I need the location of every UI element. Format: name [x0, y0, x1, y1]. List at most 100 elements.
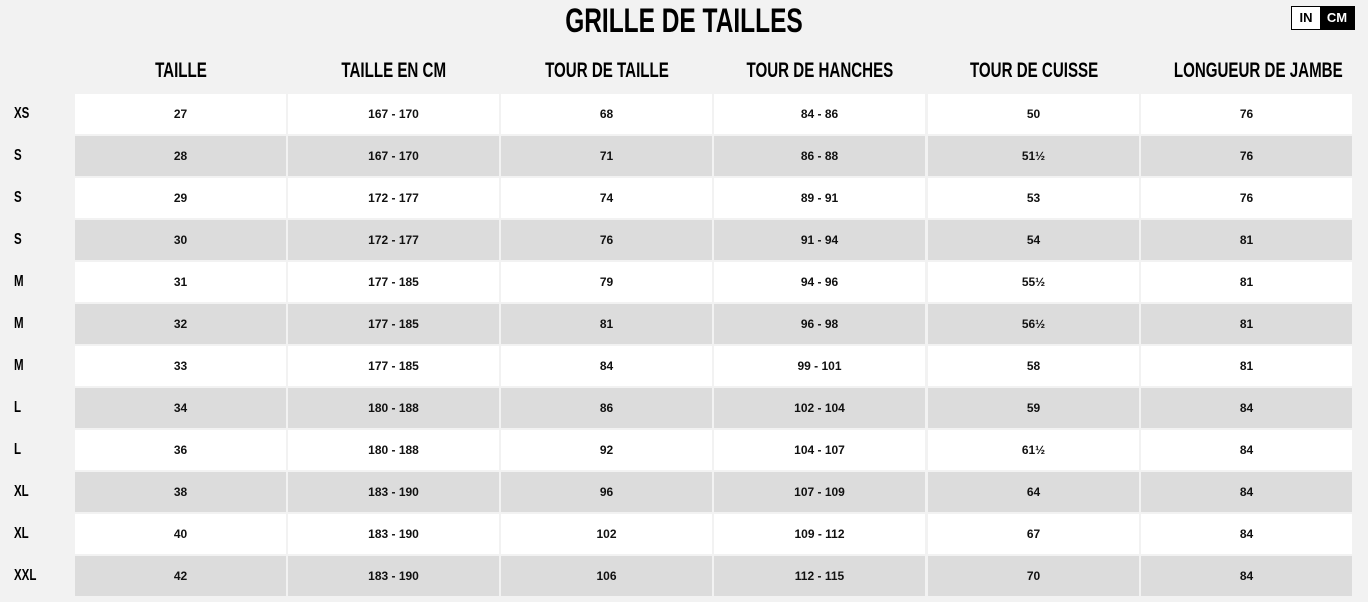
table-cell: 92	[501, 430, 712, 470]
table-cell: 84	[1141, 472, 1352, 512]
row-size-label: S	[14, 220, 25, 260]
table-cell: 84	[1141, 556, 1352, 596]
table-cell: 58	[928, 346, 1139, 386]
row-size-label: XXL	[14, 556, 45, 596]
table-cell: 54	[928, 220, 1139, 260]
row-size-label: S	[14, 178, 25, 218]
table-cell: 29	[75, 178, 286, 218]
row-size-label: M	[14, 304, 27, 344]
table-cell: 33	[75, 346, 286, 386]
table-cell: 177 - 185	[288, 346, 499, 386]
table-cell: 84	[1141, 430, 1352, 470]
table-cell: 183 - 190	[288, 556, 499, 596]
table-cell: 34	[75, 388, 286, 428]
page-title: GRILLE DE TAILLES	[565, 2, 803, 40]
column-header-label: TAILLE EN CM	[341, 59, 447, 82]
table-cell: 61½	[928, 430, 1139, 470]
column-header: TOUR DE HANCHES	[714, 56, 926, 86]
table-cell: 76	[1141, 178, 1352, 218]
column-header: TAILLE EN CM	[288, 56, 500, 86]
table-cell: 38	[75, 472, 286, 512]
table-cell: 177 - 185	[288, 304, 499, 344]
size-label-text: XXL	[14, 567, 37, 584]
table-cell: 183 - 190	[288, 514, 499, 554]
table-cell: 96	[501, 472, 712, 512]
table-cell: 81	[1141, 220, 1352, 260]
unit-in-button[interactable]: IN	[1292, 7, 1320, 29]
table-cell: 167 - 170	[288, 94, 499, 134]
table-cell: 81	[1141, 262, 1352, 302]
table-cell: 172 - 177	[288, 220, 499, 260]
size-label-text: M	[14, 315, 24, 332]
row-size-label: XL	[14, 514, 34, 554]
column-header-label: TOUR DE CUISSE	[969, 59, 1099, 82]
table-cell: 28	[75, 136, 286, 176]
table-cell: 76	[1141, 94, 1352, 134]
size-label-text: M	[14, 273, 24, 290]
table-cell: 84	[501, 346, 712, 386]
table-cell: 86	[501, 388, 712, 428]
table-cell: 67	[928, 514, 1139, 554]
column-header: TOUR DE TAILLE	[501, 56, 713, 86]
column-header-label: TOUR DE TAILLE	[545, 59, 669, 82]
table-cell: 86 - 88	[714, 136, 925, 176]
table-cell: 51½	[928, 136, 1139, 176]
table-cell: 84 - 86	[714, 94, 925, 134]
size-label-text: S	[14, 147, 22, 164]
row-size-label: XS	[14, 94, 35, 134]
table-cell: 36	[75, 430, 286, 470]
size-label-text: L	[14, 441, 22, 458]
table-cell: 71	[501, 136, 712, 176]
column-header-label: TAILLE	[155, 59, 207, 82]
table-cell: 76	[501, 220, 712, 260]
table-cell: 79	[501, 262, 712, 302]
size-label-text: XS	[14, 105, 30, 122]
table-cell: 177 - 185	[288, 262, 499, 302]
size-label-text: XL	[14, 525, 29, 542]
table-cell: 96 - 98	[714, 304, 925, 344]
row-size-label: M	[14, 346, 27, 386]
column-header: TOUR DE CUISSE	[928, 56, 1140, 86]
table-cell: 112 - 115	[714, 556, 925, 596]
table-cell: 59	[928, 388, 1139, 428]
table-cell: 104 - 107	[714, 430, 925, 470]
column-header-label: TOUR DE HANCHES	[746, 59, 894, 82]
table-cell: 76	[1141, 136, 1352, 176]
table-cell: 70	[928, 556, 1139, 596]
row-size-label: S	[14, 136, 25, 176]
table-cell: 68	[501, 94, 712, 134]
column-header: LONGUEUR DE JAMBE	[1141, 56, 1353, 86]
table-cell: 50	[928, 94, 1139, 134]
table-cell: 102 - 104	[714, 388, 925, 428]
row-size-label: XL	[14, 472, 34, 512]
table-cell: 74	[501, 178, 712, 218]
table-cell: 167 - 170	[288, 136, 499, 176]
table-cell: 81	[1141, 346, 1352, 386]
size-label-text: S	[14, 189, 22, 206]
table-cell: 40	[75, 514, 286, 554]
table-cell: 64	[928, 472, 1139, 512]
table-cell: 180 - 188	[288, 388, 499, 428]
size-label-text: XL	[14, 483, 29, 500]
table-cell: 180 - 188	[288, 430, 499, 470]
table-cell: 81	[501, 304, 712, 344]
column-header-label: LONGUEUR DE JAMBE	[1173, 59, 1343, 82]
table-cell: 89 - 91	[714, 178, 925, 218]
table-cell: 31	[75, 262, 286, 302]
table-cell: 27	[75, 94, 286, 134]
row-size-label: L	[14, 430, 24, 470]
table-cell: 42	[75, 556, 286, 596]
table-cell: 183 - 190	[288, 472, 499, 512]
unit-cm-button[interactable]: CM	[1320, 7, 1354, 29]
table-cell: 55½	[928, 262, 1139, 302]
row-size-label: M	[14, 262, 27, 302]
size-label-text: S	[14, 231, 22, 248]
table-cell: 94 - 96	[714, 262, 925, 302]
column-header: TAILLE	[75, 56, 287, 86]
table-cell: 107 - 109	[714, 472, 925, 512]
table-cell: 172 - 177	[288, 178, 499, 218]
table-cell: 84	[1141, 388, 1352, 428]
table-cell: 106	[501, 556, 712, 596]
size-label-text: L	[14, 399, 22, 416]
table-cell: 56½	[928, 304, 1139, 344]
